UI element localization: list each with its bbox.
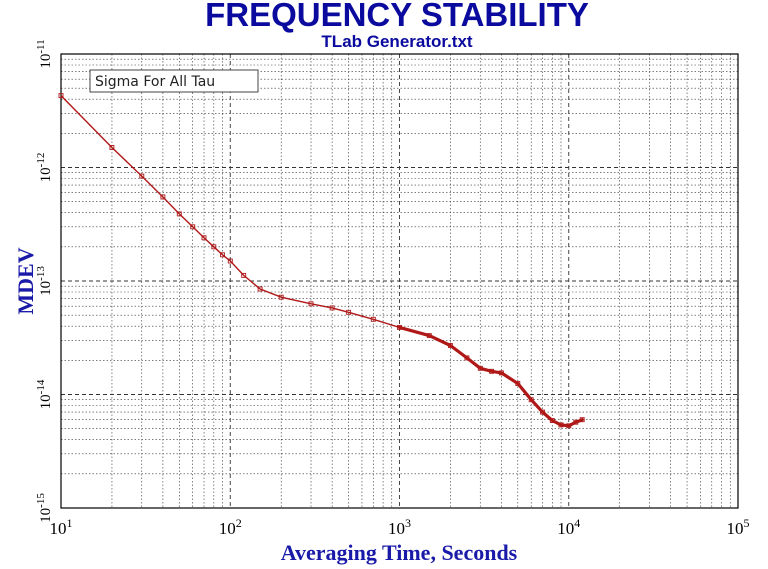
mdev-series <box>58 93 585 429</box>
y-tick-label: 10-15 <box>35 493 54 523</box>
mdev-data-point <box>540 409 545 415</box>
mdev-data-point <box>426 333 432 339</box>
x-tick-label: 104 <box>557 516 580 538</box>
mdev-data-point <box>464 355 470 361</box>
mdev-data-point <box>397 324 402 330</box>
chart-title: FREQUENCY STABILITY <box>205 0 589 33</box>
mdev-data-point <box>329 305 335 311</box>
y-tick-label: 10-13 <box>35 266 54 296</box>
mdev-data-point <box>241 272 247 278</box>
mdev-data-point <box>220 252 225 258</box>
legend-box: Sigma For All Tau <box>89 69 259 93</box>
mdev-data-point <box>109 145 115 150</box>
legend-label: Sigma For All Tau <box>95 74 215 90</box>
mdev-data-point <box>160 194 166 200</box>
mdev-data-point <box>278 294 284 300</box>
y-tick-label: 10-11 <box>35 39 54 68</box>
mdev-data-point <box>58 93 64 99</box>
mdev-data-point <box>227 258 233 264</box>
mdev-data-point <box>515 381 521 386</box>
mdev-data-point <box>566 423 572 429</box>
mdev-data-point <box>308 301 314 307</box>
chart-subtitle: TLab Generator.txt <box>321 32 472 51</box>
mdev-data-point <box>211 244 217 250</box>
mdev-data-point <box>190 224 196 230</box>
mdev-data-point <box>573 419 579 425</box>
y-tick-label: 10-12 <box>35 153 54 183</box>
mdev-data-point <box>489 368 495 374</box>
mdev-data-point <box>579 417 585 423</box>
mdev-data-point <box>558 422 564 428</box>
mdev-data-point <box>528 397 534 403</box>
plot-frame <box>60 53 739 509</box>
mdev-data-point <box>447 343 453 348</box>
mdev-data-point <box>370 316 376 322</box>
mdev-data-point <box>201 235 207 241</box>
mdev-data-point <box>139 173 145 179</box>
mdev-data-point <box>498 370 504 376</box>
mdev-data-point <box>176 211 182 217</box>
x-axis-label: Averaging Time, Seconds <box>281 540 518 565</box>
grid <box>61 54 738 508</box>
y-tick-label: 10-14 <box>35 379 54 409</box>
mdev-series-dense-segment <box>397 325 584 428</box>
x-tick-label: 105 <box>727 516 750 538</box>
mdev-data-point <box>549 418 555 423</box>
y-axis-label: MDEV <box>13 247 38 314</box>
mdev-data-point <box>346 309 352 315</box>
x-axis-ticks: 101 102 103 104 105 <box>50 516 750 538</box>
x-tick-label: 101 <box>50 516 73 538</box>
x-tick-label: 102 <box>219 516 242 538</box>
x-tick-label: 103 <box>388 516 411 538</box>
y-axis-ticks: 10-15 10-14 10-13 10-12 10-11 <box>35 39 54 522</box>
mdev-data-point <box>257 286 263 292</box>
mdev-data-point <box>477 365 483 371</box>
